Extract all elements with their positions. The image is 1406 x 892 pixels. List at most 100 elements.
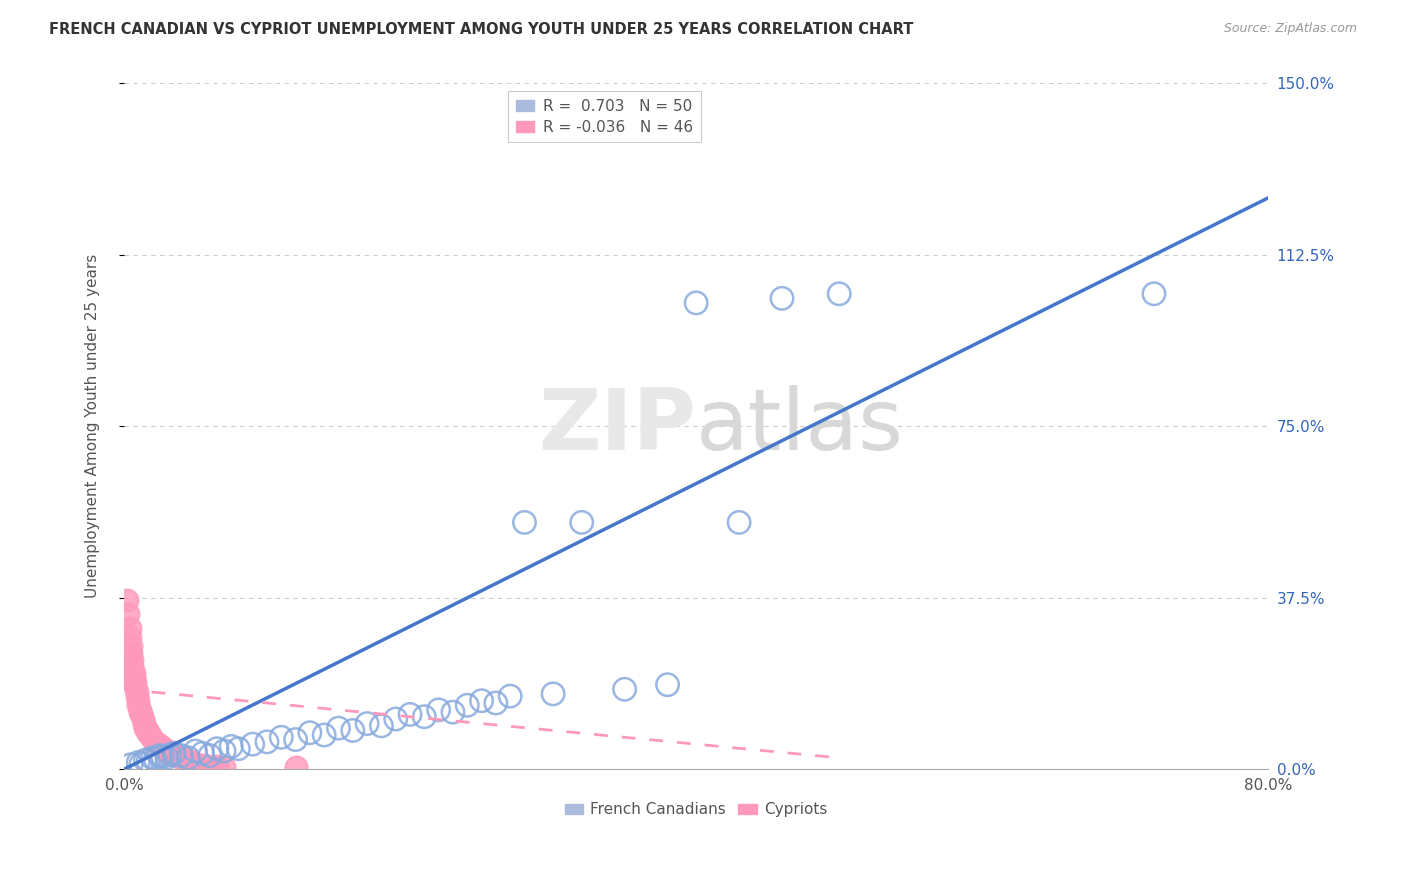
Point xyxy=(728,516,751,530)
Point xyxy=(212,744,235,758)
Point xyxy=(384,712,406,726)
Point xyxy=(165,747,187,762)
Point xyxy=(499,689,522,703)
Point xyxy=(191,757,214,772)
Point xyxy=(120,639,142,653)
Point xyxy=(136,754,159,768)
Point xyxy=(125,689,148,703)
Point xyxy=(399,707,422,722)
Point xyxy=(356,716,378,731)
Point xyxy=(177,751,200,765)
Point xyxy=(127,756,149,770)
Point xyxy=(284,732,307,747)
Text: FRENCH CANADIAN VS CYPRIOT UNEMPLOYMENT AMONG YOUTH UNDER 25 YEARS CORRELATION C: FRENCH CANADIAN VS CYPRIOT UNEMPLOYMENT … xyxy=(49,22,914,37)
Point xyxy=(485,696,508,710)
Point xyxy=(198,748,221,763)
Point xyxy=(191,747,214,761)
Point xyxy=(427,703,450,717)
Point xyxy=(159,745,181,759)
Point xyxy=(129,756,152,771)
Point xyxy=(131,712,153,726)
Point xyxy=(159,747,181,762)
Point xyxy=(134,721,156,735)
Point xyxy=(205,759,228,773)
Y-axis label: Unemployment Among Youth under 25 years: Unemployment Among Youth under 25 years xyxy=(86,254,100,599)
Point xyxy=(170,748,193,763)
Point xyxy=(134,753,156,767)
Point xyxy=(149,748,172,763)
Point xyxy=(184,744,207,758)
Point xyxy=(342,723,364,738)
Point xyxy=(153,741,176,756)
Point xyxy=(145,752,167,766)
Point xyxy=(173,752,195,766)
Point xyxy=(118,621,141,635)
Point xyxy=(1143,286,1166,301)
Point xyxy=(121,659,143,673)
Point xyxy=(152,749,174,764)
Text: atlas: atlas xyxy=(696,384,904,468)
Point xyxy=(162,747,184,761)
Point xyxy=(170,751,193,765)
Point xyxy=(370,719,392,733)
Point xyxy=(129,707,152,722)
Point xyxy=(571,516,593,530)
Point xyxy=(150,739,173,754)
Point xyxy=(685,296,707,310)
Point xyxy=(219,739,242,754)
Point xyxy=(284,760,307,774)
Point xyxy=(127,694,149,708)
Point xyxy=(138,728,160,742)
Point xyxy=(179,754,201,768)
Point xyxy=(198,758,221,772)
Point xyxy=(163,747,186,761)
Point xyxy=(176,753,198,767)
Point xyxy=(141,751,163,765)
Point xyxy=(205,741,228,756)
Point xyxy=(124,675,146,690)
Point xyxy=(657,678,679,692)
Point xyxy=(828,286,851,301)
Point xyxy=(541,687,564,701)
Point xyxy=(156,744,179,758)
Point xyxy=(242,737,264,751)
Point xyxy=(270,731,292,745)
Legend: French Canadians, Cypriots: French Canadians, Cypriots xyxy=(558,797,834,823)
Point xyxy=(298,725,321,739)
Point xyxy=(120,646,142,660)
Point xyxy=(184,756,207,771)
Point xyxy=(328,721,350,735)
Point xyxy=(413,709,436,723)
Point xyxy=(120,757,142,772)
Point xyxy=(115,593,138,607)
Point xyxy=(471,694,494,708)
Point xyxy=(122,666,145,681)
Point xyxy=(228,741,250,756)
Text: ZIP: ZIP xyxy=(538,384,696,468)
Point xyxy=(156,751,179,765)
Point xyxy=(145,735,167,749)
Point xyxy=(256,735,278,749)
Point xyxy=(148,737,170,751)
Point xyxy=(124,680,146,694)
Point xyxy=(167,748,190,763)
Point xyxy=(141,732,163,747)
Point xyxy=(770,291,793,305)
Point xyxy=(128,703,150,717)
Point xyxy=(314,728,336,742)
Point xyxy=(128,705,150,719)
Point xyxy=(127,698,149,713)
Text: Source: ZipAtlas.com: Source: ZipAtlas.com xyxy=(1223,22,1357,36)
Point xyxy=(132,716,155,731)
Point xyxy=(613,682,636,697)
Point xyxy=(441,705,464,719)
Point xyxy=(117,607,139,621)
Point xyxy=(456,698,478,713)
Point xyxy=(125,684,148,698)
Point xyxy=(212,759,235,773)
Point xyxy=(135,723,157,738)
Point xyxy=(121,652,143,666)
Point xyxy=(118,630,141,644)
Point xyxy=(136,725,159,739)
Point xyxy=(122,671,145,685)
